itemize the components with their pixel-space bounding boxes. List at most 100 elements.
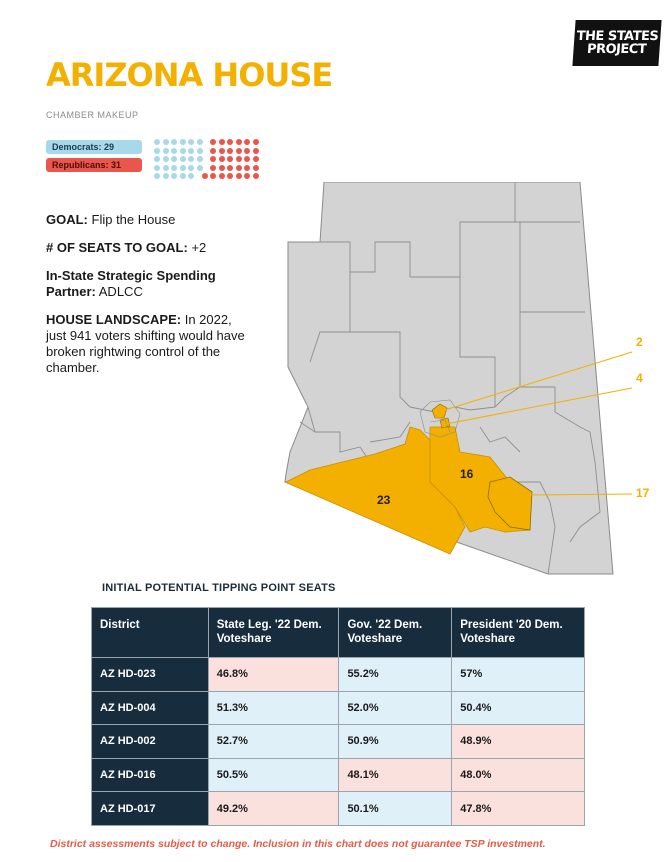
republican-seat-dot	[252, 147, 259, 154]
logo-line-2: PROJECT	[586, 42, 647, 57]
democrat-seat-dot	[196, 147, 203, 154]
republican-seat-dot	[218, 139, 225, 145]
democrat-seat-dot	[196, 139, 203, 145]
republican-seat-dot	[235, 139, 242, 145]
republican-seat-dot	[210, 156, 216, 162]
democrat-seat-dot	[188, 147, 194, 154]
republican-seat-dot	[210, 164, 216, 171]
democrat-seat-dot	[179, 164, 186, 171]
democrat-seat-dot	[154, 164, 160, 171]
democrat-seat-dot	[179, 147, 186, 154]
democrats-badge: Democrats: 29	[46, 140, 142, 154]
gov-cell: 55.2%	[338, 657, 453, 692]
info-panel: GOAL: Flip the House # OF SEATS TO GOAL:…	[46, 212, 251, 388]
republican-seat-dot	[227, 173, 233, 179]
democrat-seat-dot	[171, 156, 177, 162]
state-leg-cell: 46.8%	[207, 657, 340, 692]
republican-seat-dot	[235, 173, 242, 179]
republican-seat-dot	[235, 164, 242, 171]
republican-seat-dot	[244, 147, 250, 154]
democrat-seat-dot	[179, 173, 186, 179]
democrat-seat-dot	[188, 164, 194, 171]
table-row: AZ HD-023 46.8% 55.2% 57%	[91, 657, 585, 692]
democrat-seat-dot	[162, 139, 169, 145]
republican-seat-dot	[244, 139, 250, 145]
table-header-row: District State Leg. '22 Dem. Voteshare G…	[91, 607, 585, 658]
republican-seat-dot	[218, 147, 225, 154]
partner-line: In-State Strategic Spending Partner: ADL…	[46, 268, 216, 299]
district-17-shape	[487, 476, 533, 531]
republican-seat-dot	[210, 173, 216, 179]
republican-seat-dot	[227, 139, 233, 145]
president-cell: 48.9%	[451, 724, 585, 759]
gov-cell: 50.9%	[338, 724, 453, 759]
democrat-seat-dot	[154, 156, 160, 162]
district-cell: AZ HD-017	[91, 791, 209, 826]
democrat-seat-dot	[162, 156, 169, 162]
state-leg-cell: 51.3%	[207, 690, 340, 726]
table-title: INITIAL POTENTIAL TIPPING POINT SEATS	[102, 582, 336, 594]
table-row: AZ HD-017 49.2% 50.1% 47.8%	[91, 791, 585, 826]
district-4-callout: 4	[636, 371, 643, 385]
republican-seat-dot	[218, 164, 225, 171]
republicans-badge: Republicans: 31	[46, 158, 142, 172]
republican-seat-dot	[252, 156, 259, 162]
democrat-seat-dot	[171, 147, 177, 154]
republican-seat-dot	[218, 156, 225, 162]
republican-seat-dot	[244, 156, 250, 162]
republican-seat-dot	[252, 173, 259, 179]
state-leg-cell: 52.7%	[207, 724, 340, 759]
col-header-district: District	[91, 607, 209, 658]
gov-cell: 50.1%	[338, 791, 453, 826]
chamber-makeup-label: CHAMBER MAKEUP	[46, 110, 139, 120]
page-title: ARIZONA HOUSE	[46, 56, 333, 94]
arizona-district-map	[284, 182, 633, 575]
democrat-seat-dot	[188, 139, 194, 145]
district-16-label: 16	[460, 467, 474, 481]
col-header-gov: Gov. '22 Dem. Voteshare	[338, 607, 453, 658]
republican-seat-dot	[252, 164, 259, 171]
gov-cell: 52.0%	[338, 690, 453, 726]
republican-seat-dot	[252, 139, 259, 145]
tipping-point-table: District State Leg. '22 Dem. Voteshare G…	[91, 607, 585, 826]
democrat-seat-dot	[179, 156, 186, 162]
col-header-state-leg: State Leg. '22 Dem. Voteshare	[207, 607, 340, 658]
district-23-label: 23	[377, 493, 391, 507]
seats-to-goal-line: # OF SEATS TO GOAL: +2	[46, 240, 207, 255]
democrat-seat-dot	[162, 147, 169, 154]
democrat-seat-dot	[179, 139, 186, 145]
district-cell: AZ HD-016	[91, 757, 209, 793]
states-project-logo: THE STATES PROJECT	[572, 20, 662, 66]
president-cell: 47.8%	[451, 791, 585, 826]
president-cell: 50.4%	[451, 690, 585, 726]
democrat-seat-dot	[171, 173, 177, 179]
president-cell: 48.0%	[451, 757, 585, 793]
table-row: AZ HD-004 51.3% 52.0% 50.4%	[91, 690, 585, 726]
table-row: AZ HD-002 52.7% 50.9% 48.9%	[91, 724, 585, 759]
district-cell: AZ HD-023	[91, 657, 209, 692]
republican-seat-dot	[235, 147, 242, 154]
democrat-seat-dot	[196, 156, 203, 162]
district-cell: AZ HD-002	[91, 724, 209, 759]
goal-line: GOAL: Flip the House	[46, 212, 176, 227]
republican-seat-dot	[218, 173, 225, 179]
district-2-callout: 2	[636, 335, 643, 349]
democrat-seat-dot	[196, 164, 203, 171]
table-row: AZ HD-016 50.5% 48.1% 48.0%	[91, 757, 585, 793]
democrat-seat-dot	[154, 173, 160, 179]
col-header-president: President '20 Dem. Voteshare	[451, 607, 585, 658]
district-cell: AZ HD-004	[91, 690, 209, 726]
republican-seat-dot	[244, 164, 250, 171]
republican-seat-dot	[210, 139, 216, 145]
republican-seat-dot	[227, 156, 233, 162]
democrat-seat-dot	[162, 173, 169, 179]
democrat-seat-dot	[171, 139, 177, 145]
democrat-seat-dot	[162, 164, 169, 171]
district-4-shape	[439, 417, 451, 429]
republican-seat-dot	[244, 173, 250, 179]
democrat-seat-dot	[154, 147, 160, 154]
landscape-line: HOUSE LANDSCAPE: In 2022, just 941 voter…	[46, 312, 245, 375]
district-17-callout: 17	[636, 486, 650, 500]
democrat-seat-dot	[154, 139, 160, 145]
state-leg-cell: 49.2%	[207, 791, 340, 826]
